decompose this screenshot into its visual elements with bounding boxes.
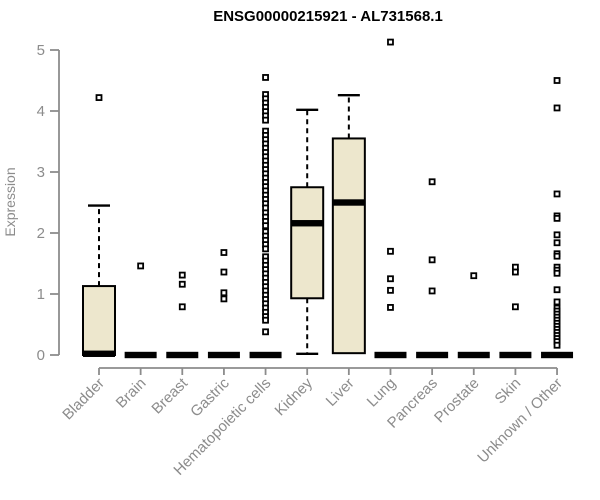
outlier-point-unknown-other	[553, 341, 561, 349]
median-breast	[166, 351, 199, 359]
outlier-point-hematopoietic-cells	[262, 316, 269, 324]
outlier-point-lung	[387, 247, 394, 255]
chart-title: ENSG00000215921 - AL731568.1	[213, 8, 443, 25]
outlier-point-gastric	[220, 289, 228, 297]
outlier-point-lung	[387, 275, 394, 283]
outlier-point-hematopoietic-cells	[262, 245, 269, 253]
outlier-point-lung	[387, 38, 394, 46]
median-skin	[499, 351, 532, 359]
y-tick-label: 5	[37, 42, 45, 59]
outlier-point-bladder	[95, 94, 103, 101]
outlier-point-skin	[512, 303, 519, 311]
outlier-point-gastric	[220, 295, 228, 303]
outlier-point-hematopoietic-cells	[262, 328, 269, 336]
median-lung	[374, 351, 407, 359]
outlier-point-unknown-other	[553, 231, 561, 239]
y-tick-label: 0	[37, 347, 45, 364]
outlier-point-pancreas	[428, 287, 436, 295]
box-liver	[331, 137, 366, 355]
outlier-point-unknown-other	[553, 214, 561, 222]
outlier-point-lung	[387, 304, 394, 311]
x-tick-label-prostate: Prostate	[431, 375, 483, 427]
y-axis-title: Expression	[2, 167, 18, 236]
x-tick-label-liver: Liver	[323, 375, 358, 410]
x-tick-label-bladder: Bladder	[59, 375, 108, 424]
median-bladder	[83, 350, 115, 357]
median-prostate	[457, 351, 490, 359]
outlier-point-unknown-other	[553, 269, 561, 277]
median-gastric	[207, 351, 240, 359]
outlier-point-skin	[512, 268, 519, 276]
outlier-point-breast	[178, 303, 186, 311]
outlier-point-unknown-other	[553, 190, 561, 198]
median-unknown-other	[541, 351, 574, 359]
y-tick-label: 1	[37, 286, 45, 303]
box-kidney	[290, 186, 325, 300]
median-liver	[332, 199, 365, 206]
median-hematopoietic-cells	[249, 351, 282, 359]
y-tick-label: 2	[37, 225, 45, 242]
median-kidney	[291, 220, 324, 227]
x-tick-label-lung: Lung	[364, 375, 400, 411]
y-tick-label: 3	[37, 164, 45, 181]
outlier-point-unknown-other	[553, 104, 561, 112]
outlier-point-lung	[387, 286, 394, 294]
outlier-point-gastric	[220, 249, 228, 256]
y-tick-label: 4	[37, 103, 45, 120]
outlier-point-brain	[137, 262, 145, 270]
outlier-point-unknown-other	[553, 286, 561, 294]
box-bladder	[82, 285, 116, 357]
outlier-point-breast	[178, 271, 186, 279]
outlier-point-unknown-other	[553, 298, 561, 306]
median-pancreas	[416, 351, 449, 359]
outlier-point-unknown-other	[553, 252, 561, 260]
x-tick-label-brain: Brain	[113, 375, 150, 412]
outlier-point-prostate	[470, 272, 478, 280]
outlier-point-hematopoietic-cells	[262, 74, 269, 81]
x-tick-label-kidney: Kidney	[272, 374, 317, 419]
outlier-point-unknown-other	[553, 77, 561, 84]
outlier-point-breast	[178, 280, 186, 288]
outlier-point-hematopoietic-cells	[262, 116, 269, 124]
outlier-point-pancreas	[428, 256, 436, 264]
x-tick-label-breast: Breast	[148, 374, 191, 417]
x-tick-label-skin: Skin	[492, 375, 525, 408]
outlier-point-pancreas	[428, 178, 436, 186]
median-brain	[124, 351, 157, 359]
outlier-point-gastric	[220, 268, 228, 276]
outlier-point-hematopoietic-cells	[262, 222, 269, 230]
outlier-point-unknown-other	[553, 239, 561, 247]
